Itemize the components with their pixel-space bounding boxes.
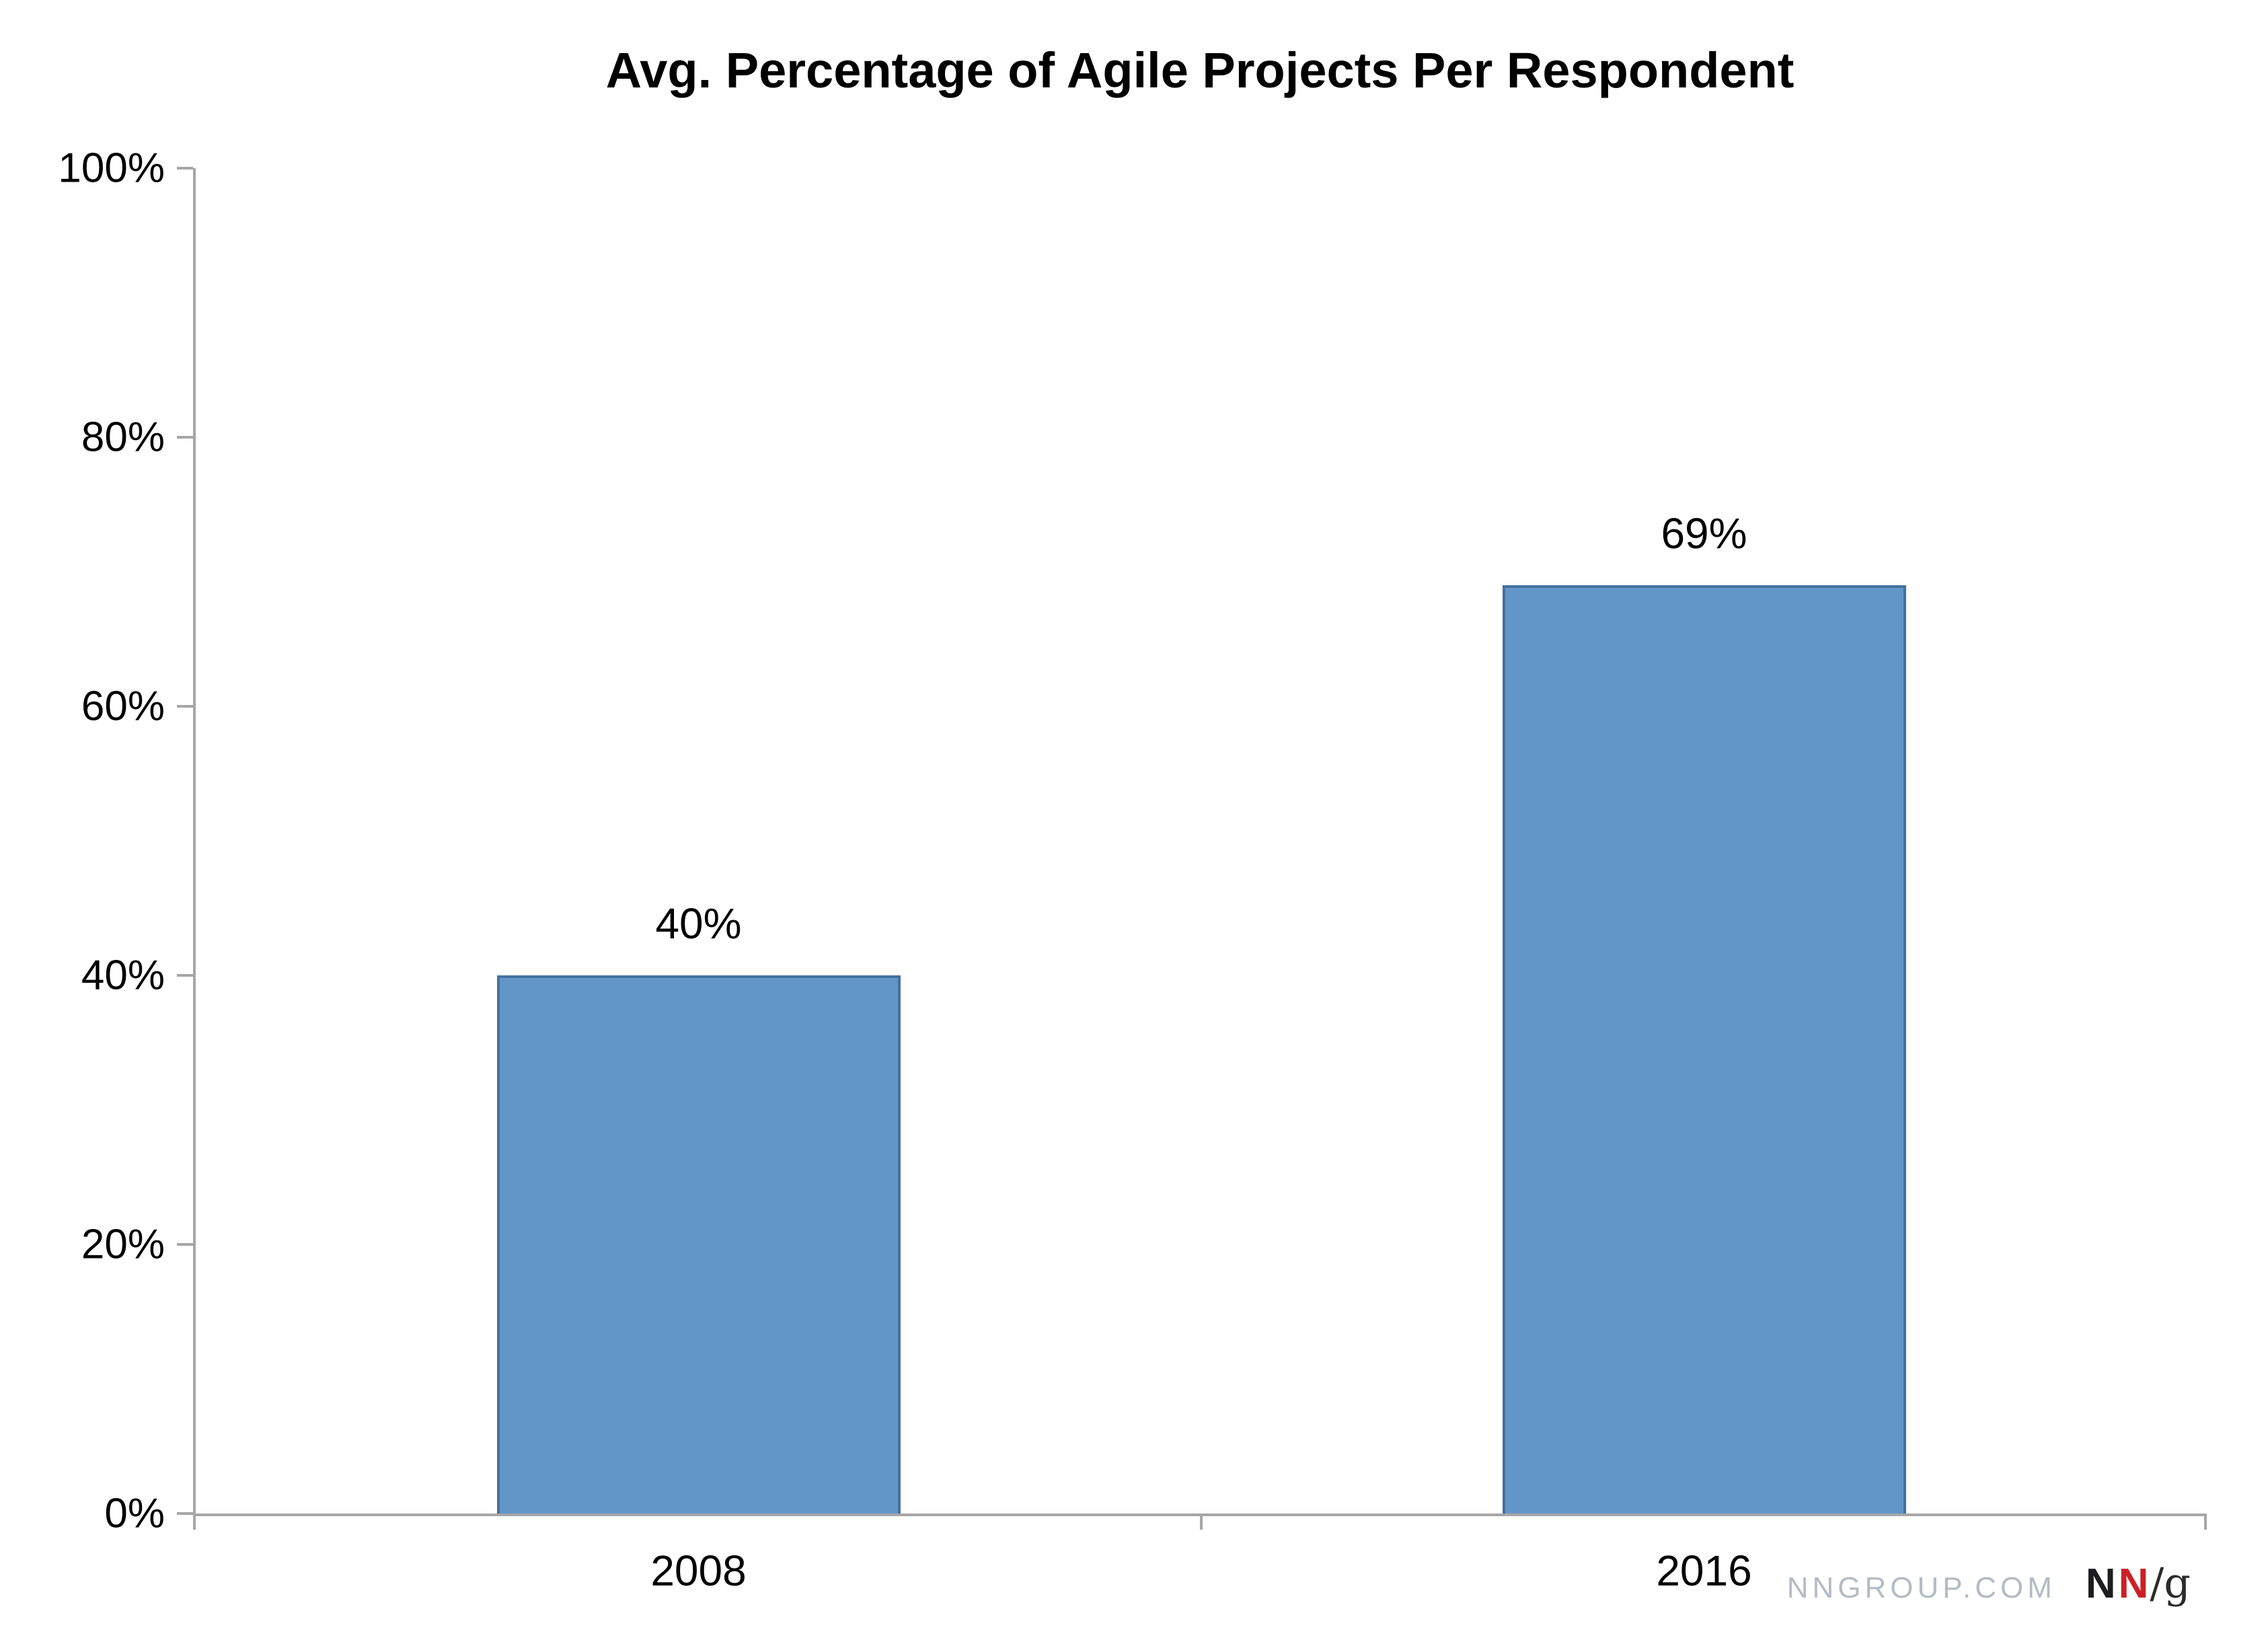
y-tick-label: 20% bbox=[81, 1221, 165, 1268]
plot-area: 0% 20% 40% 60% 80% 100% 40% 2008 69% 2016 bbox=[58, 145, 2207, 1595]
bar-2008 bbox=[496, 975, 901, 1514]
y-tick bbox=[177, 974, 193, 977]
nngroup-website-text: NNGROUP.COM bbox=[1786, 1571, 2056, 1604]
bar-2016 bbox=[1502, 585, 1906, 1514]
y-tick-label: 100% bbox=[58, 145, 165, 192]
nng-logo-n1: N bbox=[2085, 1561, 2116, 1607]
y-tick-label: 40% bbox=[81, 952, 165, 999]
x-axis-label-2016: 2016 bbox=[1656, 1546, 1752, 1595]
y-tick bbox=[177, 1512, 193, 1515]
nng-logo-n2: N bbox=[2118, 1561, 2149, 1607]
y-tick bbox=[177, 705, 193, 708]
value-label-2008: 40% bbox=[655, 899, 742, 948]
value-label-2016: 69% bbox=[1661, 509, 1747, 558]
y-tick-label: 60% bbox=[81, 683, 165, 730]
y-tick bbox=[177, 167, 193, 170]
y-tick-label: 80% bbox=[81, 414, 165, 461]
chart-title: Avg. Percentage of Agile Projects Per Re… bbox=[605, 42, 1794, 98]
nng-logo: NN/g bbox=[2086, 1559, 2191, 1608]
x-tick bbox=[2204, 1514, 2207, 1530]
x-tick bbox=[193, 1514, 196, 1530]
y-tick-label: 0% bbox=[104, 1490, 165, 1537]
branding: NNGROUP.COM NN/g bbox=[1787, 1559, 2191, 1608]
y-tick bbox=[177, 1243, 193, 1246]
x-tick bbox=[1200, 1514, 1203, 1530]
y-tick bbox=[177, 436, 193, 439]
x-axis-label-2008: 2008 bbox=[650, 1546, 747, 1595]
nng-logo-suffix: /g bbox=[2150, 1559, 2191, 1608]
